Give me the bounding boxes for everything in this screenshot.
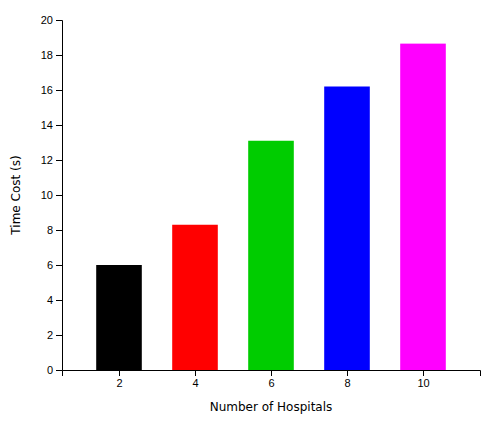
x-tick-label: 10 [417,377,429,389]
x-tick-label: 8 [344,377,350,389]
y-tick-mark [56,335,62,336]
y-tick: 0 [47,364,62,376]
x-tick: 2 [116,370,122,389]
y-axis: 0 2 4 6 8 10 12 14 16 18 20 [41,14,63,376]
y-tick-mark [56,90,62,91]
y-axis-title: Time Cost (s) [9,155,23,235]
x-tick: 6 [268,370,274,389]
bar [248,141,294,370]
y-tick-mark [56,370,62,371]
y-tick-label: 18 [41,49,53,61]
y-tick-label: 20 [41,14,53,26]
x-tick: 10 [417,370,429,389]
x-tick: 8 [344,370,350,389]
y-tick-label: 14 [41,119,53,131]
y-tick-label: 2 [47,329,53,341]
plot-area: 2 4 6 8 10 0 2 4 6 8 10 12 14 16 18 20 [41,14,481,389]
y-tick: 20 [41,14,62,26]
x-tick: 4 [192,370,198,389]
y-tick: 4 [47,294,62,306]
x-axis-line [63,371,481,377]
y-axis-line [56,21,63,371]
x-tick-mark [423,370,424,376]
y-tick: 16 [41,84,62,96]
y-tick-label: 4 [47,294,53,306]
bar [400,44,446,370]
y-tick: 2 [47,329,62,341]
y-tick-label: 8 [47,224,53,236]
y-tick-label: 6 [47,259,53,271]
y-tick-mark [56,55,62,56]
y-tick-label: 12 [41,154,53,166]
bar [172,225,218,370]
y-tick-mark [56,230,62,231]
x-tick-mark [119,370,120,376]
chart-svg: 2 4 6 8 10 0 2 4 6 8 10 12 14 16 18 20 Number of Hospita… [0,0,500,425]
bars [96,44,446,370]
y-tick: 14 [41,119,62,131]
y-tick-mark [56,125,62,126]
x-axis: 2 4 6 8 10 [63,370,481,389]
bar [96,265,142,370]
y-tick-mark [56,300,62,301]
y-tick-label: 16 [41,84,53,96]
y-tick: 8 [47,224,62,236]
y-tick: 6 [47,259,62,271]
x-tick-mark [271,370,272,376]
x-tick-label: 2 [116,377,122,389]
y-tick-label: 10 [41,189,53,201]
y-tick: 12 [41,154,62,166]
y-tick-label: 0 [47,364,53,376]
x-tick-mark [347,370,348,376]
y-tick-mark [56,195,62,196]
y-tick-mark [56,265,62,266]
x-tick-mark [195,370,196,376]
y-tick-mark [56,160,62,161]
x-tick-label: 4 [192,377,198,389]
x-axis-title: Number of Hospitals [210,400,333,414]
y-tick: 10 [41,189,62,201]
bar [324,87,370,371]
y-tick: 18 [41,49,62,61]
y-tick-mark [56,20,62,21]
x-tick-label: 6 [268,377,274,389]
